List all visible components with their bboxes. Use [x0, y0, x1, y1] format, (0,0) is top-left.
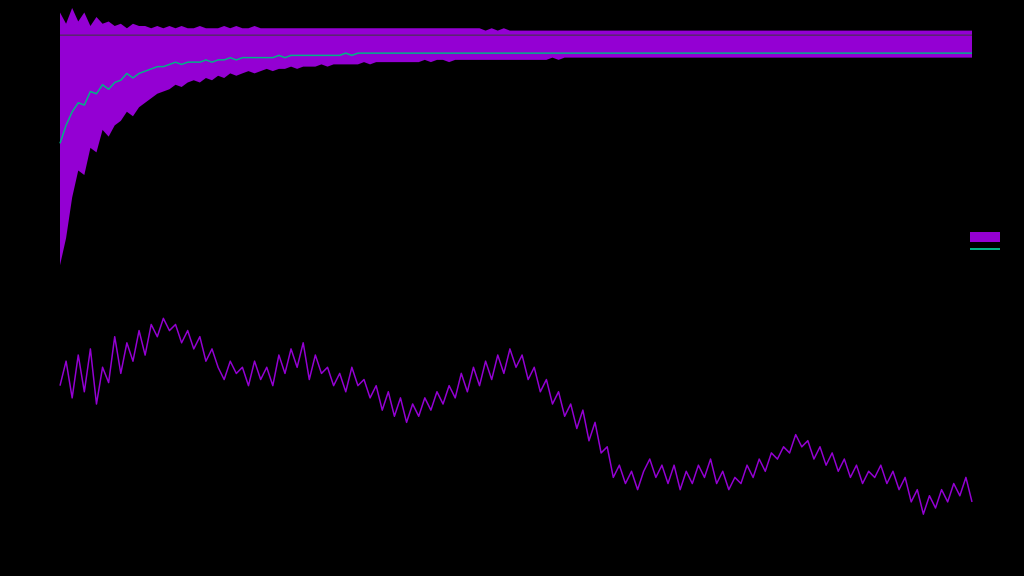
legend-swatch-band: [970, 232, 1000, 242]
legend: [970, 232, 1006, 250]
legend-item-mean: [970, 248, 1006, 250]
confidence-band: [60, 8, 972, 265]
bottom-chart: [0, 300, 1024, 576]
series-line: [60, 318, 972, 514]
chart-stage: [0, 0, 1024, 576]
top-chart: [0, 0, 1024, 276]
legend-swatch-line: [970, 248, 1000, 250]
legend-item-band: [970, 232, 1006, 242]
